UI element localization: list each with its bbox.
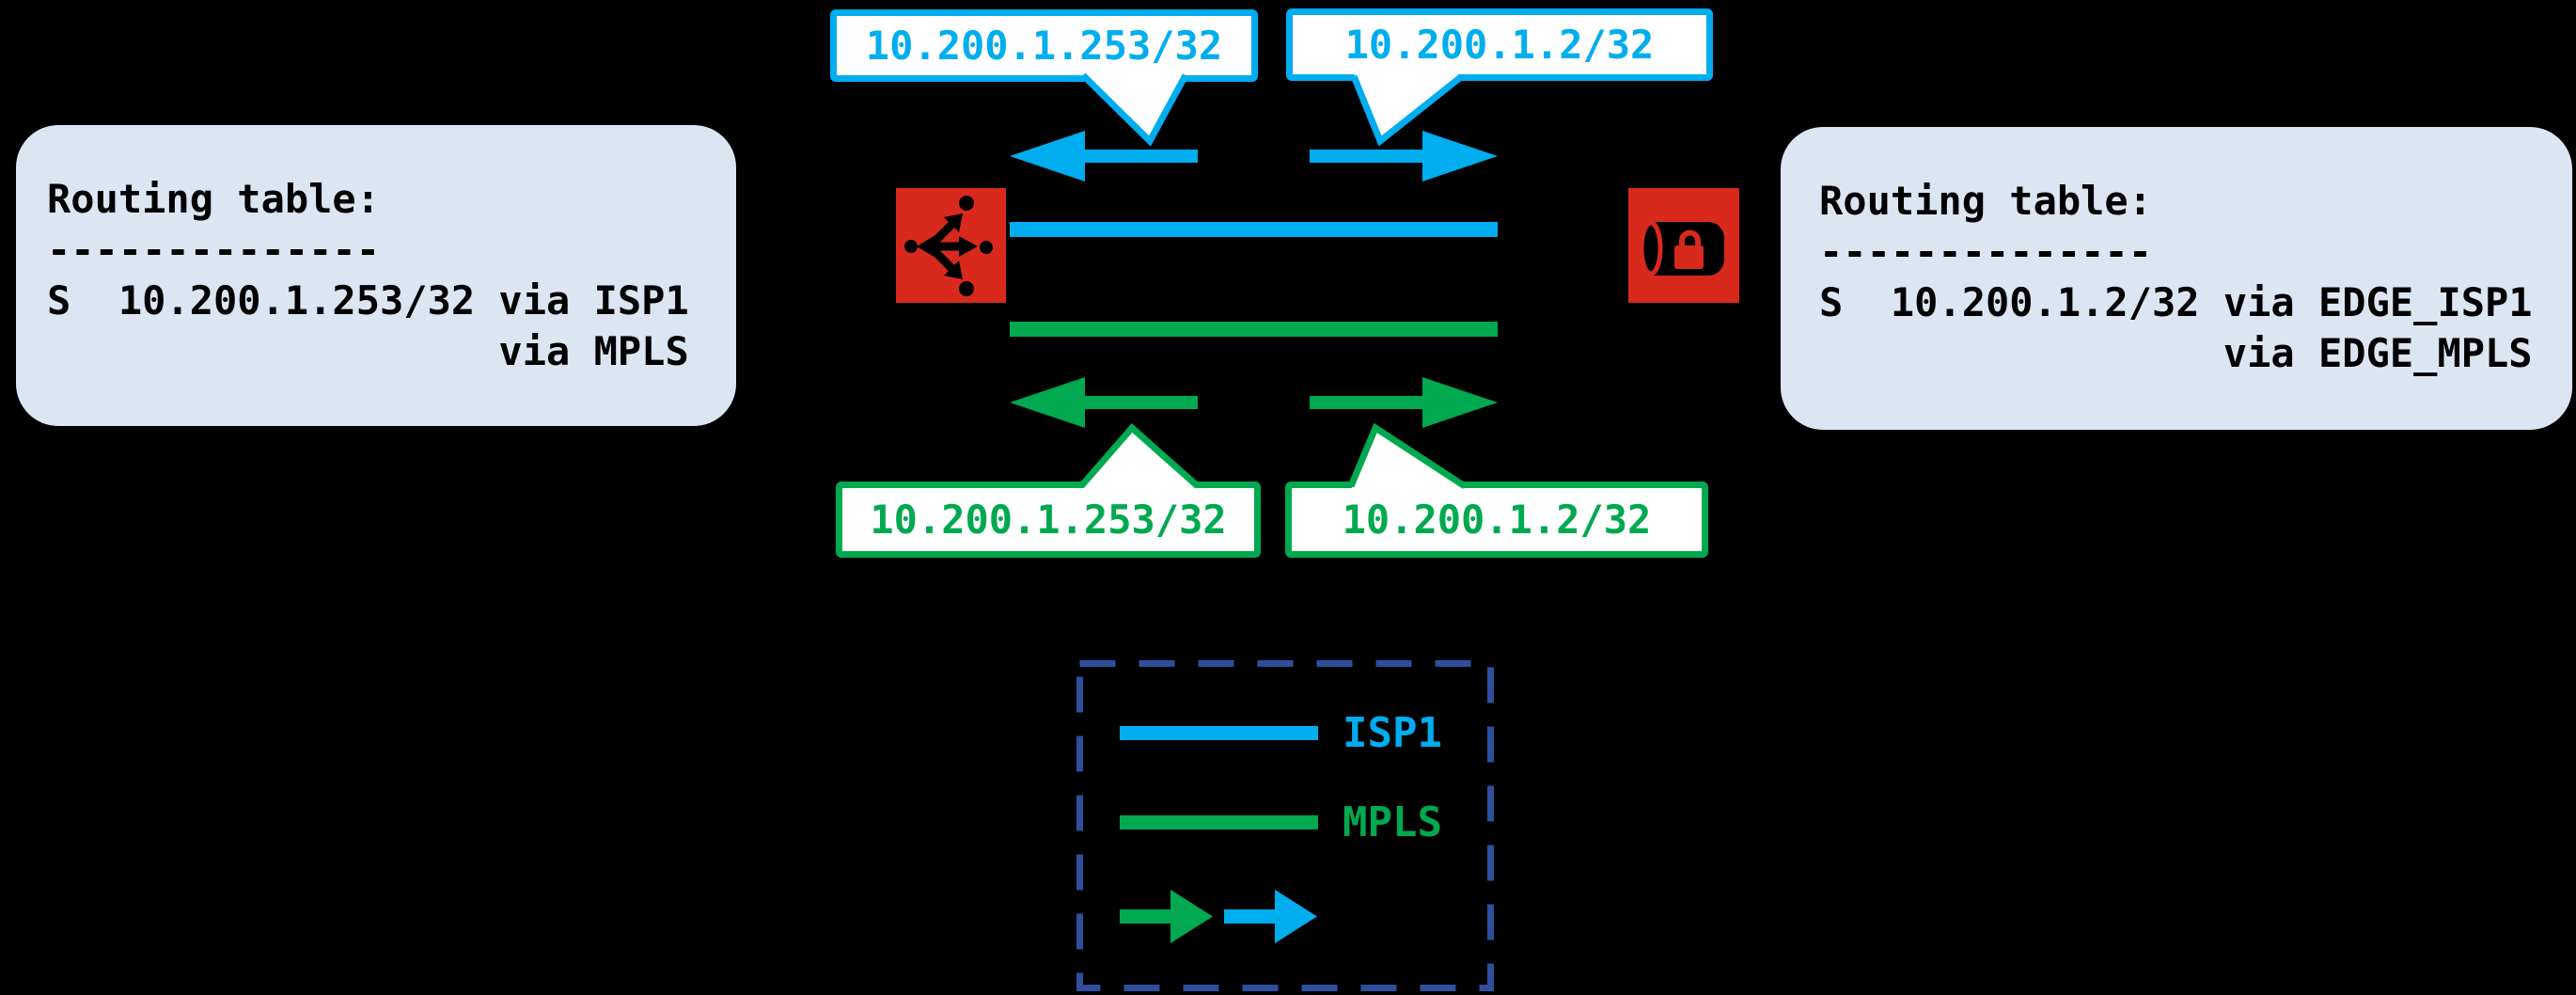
callout-top-right-prefix: 10.200.1.2/32 <box>1286 8 1713 81</box>
routing-table-title: Routing table: <box>47 176 381 222</box>
prefix-label: 10.200.1.2/32 <box>1344 22 1655 68</box>
callout-tail-edge <box>1078 423 1201 489</box>
callout-tail-edge <box>1347 422 1467 489</box>
prefix-label: 10.200.1.253/32 <box>865 23 1223 69</box>
routing-table-divider: -------------- <box>1819 229 2153 275</box>
prefix-label: 10.200.1.253/32 <box>870 497 1227 543</box>
callout-top-left-prefix: 10.200.1.253/32 <box>830 9 1258 82</box>
routing-table-entry: S 10.200.1.253/32 via ISP1 <box>47 277 689 324</box>
legend-mpls-arrow-icon <box>1120 890 1213 943</box>
load-balancer-icon <box>896 188 1006 303</box>
routing-table-divider: -------------- <box>47 227 381 273</box>
isp1-link-line <box>1010 222 1498 237</box>
isp1-forward-arrow-icon <box>1310 131 1498 182</box>
legend-isp1-line-swatch <box>1120 726 1318 740</box>
routing-table-panel-left: Routing table: -------------- S 10.200.1… <box>16 125 736 426</box>
callout-bottom-left-prefix: 10.200.1.253/32 <box>836 482 1261 558</box>
routing-table-entry: via MPLS <box>47 328 689 374</box>
routing-table-panel-right: Routing table: -------------- S 10.200.1… <box>1781 127 2572 430</box>
vpn-tunnel-glyph <box>1639 220 1724 276</box>
legend-border <box>1076 660 1494 991</box>
callout-bottom-right-prefix: 10.200.1.2/32 <box>1285 482 1708 558</box>
prefix-label: 10.200.1.2/32 <box>1342 497 1652 543</box>
vpn-tunnel-icon <box>1628 188 1739 303</box>
isp1-return-arrow-icon <box>1010 131 1198 182</box>
callout-tail <box>1078 423 1201 490</box>
legend-mpls-line-swatch <box>1120 815 1318 829</box>
callout-tail <box>1347 422 1467 490</box>
mpls-forward-arrow-icon <box>1310 377 1498 428</box>
mpls-return-arrow-icon <box>1010 377 1198 428</box>
routing-table-title: Routing table: <box>1819 178 2153 224</box>
legend-mpls-label: MPLS <box>1343 798 1442 846</box>
routing-table-entry: S 10.200.1.2/32 via EDGE_ISP1 <box>1819 279 2533 325</box>
routing-table-entry: via EDGE_MPLS <box>1819 330 2533 376</box>
legend-isp1-label: ISP1 <box>1343 709 1442 757</box>
load-balancer-glyph <box>904 196 993 296</box>
mpls-link-line <box>1010 322 1498 337</box>
legend-box <box>1076 660 1494 991</box>
legend-isp1-arrow-icon <box>1224 890 1317 943</box>
